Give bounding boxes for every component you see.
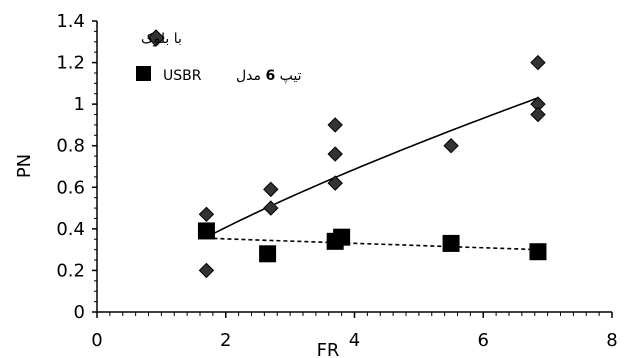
legend-item-square-series: تیپ 6 مدل USBR xyxy=(136,66,302,84)
x-tick-label: 4 xyxy=(349,330,360,351)
tick-labels-group: 0 0.2 0.4 0.6 0.8 1 1.2 1.4 0 2 4 6 8 xyxy=(56,11,617,351)
x-tick-label: 2 xyxy=(220,330,231,351)
y-tick-label: 0.2 xyxy=(56,260,85,281)
y-tick-label: 1.4 xyxy=(56,11,85,32)
trendline-series-1 xyxy=(206,237,538,251)
legend: با بلوک تیپ 6 مدل USBR xyxy=(136,29,302,84)
legend-square-marker xyxy=(136,66,151,81)
square-point xyxy=(259,245,277,263)
diamond-point xyxy=(263,181,279,198)
x-tick-label: 0 xyxy=(91,330,102,351)
diamond-point xyxy=(530,54,546,71)
square-point xyxy=(333,228,351,246)
axes-group xyxy=(92,20,613,318)
y-tick-label: 1 xyxy=(74,94,85,115)
diamond-point xyxy=(327,146,343,162)
square-point xyxy=(529,243,547,261)
diamond-point xyxy=(530,106,546,123)
diamond-point xyxy=(198,206,215,223)
y-tick-label: 0.6 xyxy=(56,177,85,198)
legend-item-diamond-series: با بلوک xyxy=(141,29,182,47)
diamond-point xyxy=(263,200,279,216)
x-tick-label: 6 xyxy=(478,330,489,351)
diamond-point xyxy=(327,117,343,133)
square-point xyxy=(442,234,460,252)
y-tick-label: 1.2 xyxy=(56,53,85,74)
y-tick-label: 0.4 xyxy=(56,219,85,240)
legend-label-square-series: تیپ 6 مدل xyxy=(236,68,302,84)
legend-diamond-marker xyxy=(147,29,165,47)
diamond-point xyxy=(198,262,215,279)
y-tick-label: 0 xyxy=(74,302,85,323)
y-tick-label: 0.8 xyxy=(56,136,85,157)
legend-label-square-part-ar-1: تیپ xyxy=(275,68,301,84)
square-point xyxy=(197,222,215,240)
x-axis-label: FR xyxy=(317,340,340,358)
trendlines-group xyxy=(206,97,539,251)
diamond-point xyxy=(327,175,343,191)
x-tick-label: 8 xyxy=(606,330,617,351)
y-axis-label: PN xyxy=(14,154,35,178)
legend-label-square-usbr: USBR xyxy=(163,68,202,84)
markers-group xyxy=(197,54,547,279)
legend-label-square-part-ar-2: مدل xyxy=(236,68,265,84)
legend-label-square-part-num: 6 xyxy=(265,68,275,84)
diamond-point xyxy=(443,138,459,154)
trendline-series-0 xyxy=(206,97,539,238)
legend-label-diamond-series: با بلوک xyxy=(141,31,182,47)
